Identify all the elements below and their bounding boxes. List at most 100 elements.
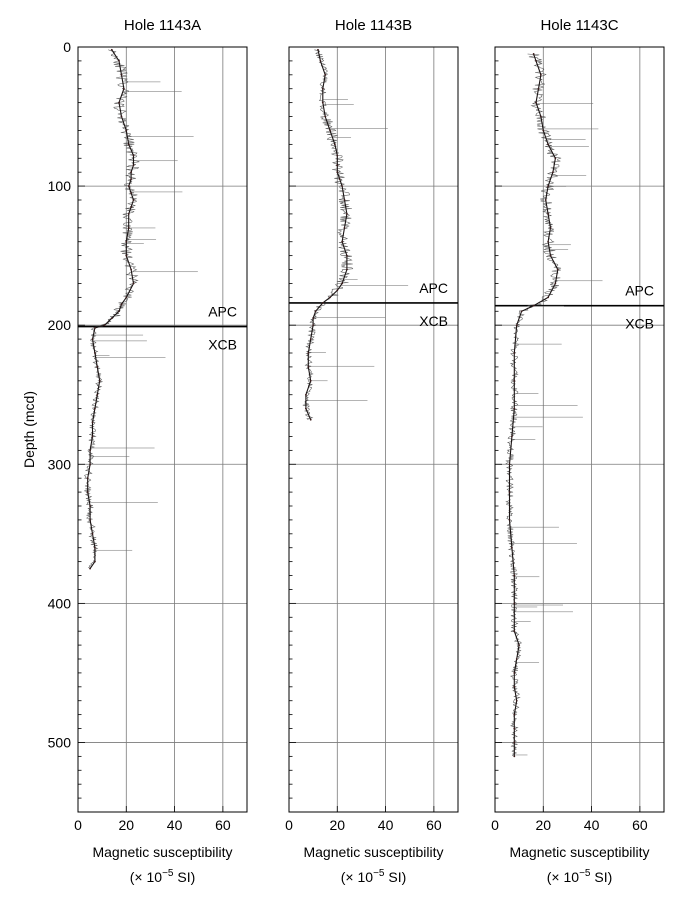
data-point bbox=[544, 199, 547, 201]
boundary-label-xcb: XCB bbox=[625, 316, 654, 332]
data-point bbox=[513, 379, 516, 382]
x-axis-label: Magnetic susceptibility bbox=[92, 844, 232, 860]
data-point bbox=[341, 282, 344, 285]
data-point bbox=[515, 658, 518, 660]
data-point bbox=[513, 727, 516, 730]
data-point bbox=[94, 560, 96, 563]
data-point bbox=[336, 171, 339, 174]
data-point bbox=[89, 449, 91, 452]
panel-2: 0 20 40 60 Hole 1143B Magnetic susceptibility… bbox=[285, 17, 459, 885]
x-tick-label: 60 bbox=[426, 817, 442, 833]
data-point bbox=[110, 48, 113, 51]
raw-trace bbox=[505, 53, 562, 757]
data-point bbox=[125, 129, 128, 132]
x-tick-label: 0 bbox=[285, 817, 293, 833]
data-point bbox=[127, 143, 130, 146]
y-axis-label: Depth (mcd) bbox=[21, 391, 37, 468]
data-point bbox=[508, 491, 511, 493]
x-tick-label: 60 bbox=[632, 817, 648, 833]
panel-title: Hole 1143B bbox=[335, 17, 412, 34]
data-point bbox=[554, 282, 557, 285]
data-point bbox=[89, 505, 91, 507]
x-tick-label: 60 bbox=[215, 817, 231, 833]
data-point bbox=[324, 115, 327, 118]
data-point bbox=[120, 73, 123, 76]
plot-frame bbox=[288, 46, 459, 813]
boundary-label-xcb: XCB bbox=[208, 337, 237, 353]
data-point bbox=[346, 268, 348, 271]
panel-title: Hole 1143C bbox=[540, 17, 618, 34]
data-point bbox=[547, 240, 550, 243]
x-tick-label: 0 bbox=[74, 817, 82, 833]
data-point bbox=[549, 226, 552, 229]
data-point bbox=[98, 379, 101, 382]
data-point bbox=[338, 178, 341, 181]
series-line bbox=[87, 49, 135, 569]
x-tick-label: 20 bbox=[329, 817, 345, 833]
data-point bbox=[103, 324, 106, 327]
data-point bbox=[329, 129, 331, 132]
data-point bbox=[520, 310, 523, 313]
data-point bbox=[343, 226, 346, 229]
panel-title: Hole 1143A bbox=[124, 17, 201, 34]
raw-trace bbox=[302, 49, 354, 421]
series-line bbox=[508, 53, 559, 757]
x-axis-label: Magnetic susceptibility bbox=[303, 844, 443, 860]
data-point bbox=[324, 73, 327, 76]
y-tick-label: 100 bbox=[48, 178, 72, 194]
data-point bbox=[132, 164, 135, 167]
data-point bbox=[539, 115, 542, 118]
data-point bbox=[513, 602, 516, 605]
data-point bbox=[518, 644, 521, 646]
data-point bbox=[346, 254, 348, 257]
data-point bbox=[319, 60, 322, 62]
panel-1: 0 20 40 60 0 100 200 300 400 500 Depth (mcd) Hole 1… bbox=[21, 17, 248, 885]
data-point bbox=[511, 546, 513, 549]
data-point bbox=[120, 115, 123, 118]
data-point bbox=[110, 317, 113, 320]
raw-trace bbox=[84, 49, 140, 569]
data-point bbox=[312, 324, 315, 327]
data-point bbox=[86, 477, 89, 480]
data-point bbox=[307, 352, 310, 354]
y-tick-label: 400 bbox=[48, 595, 72, 611]
data-point bbox=[513, 407, 516, 410]
plot-frame bbox=[77, 46, 248, 813]
data-point bbox=[515, 699, 518, 702]
data-point bbox=[130, 178, 133, 181]
data-point bbox=[307, 366, 310, 368]
x-tick-label: 20 bbox=[535, 817, 551, 833]
data-point bbox=[511, 435, 513, 438]
boundary-label-xcb: XCB bbox=[419, 313, 448, 329]
data-point bbox=[554, 157, 557, 160]
data-point bbox=[547, 213, 550, 215]
data-point bbox=[132, 282, 135, 285]
data-point bbox=[508, 463, 511, 466]
data-point bbox=[130, 192, 133, 194]
data-point bbox=[346, 213, 348, 215]
data-point bbox=[309, 418, 312, 421]
x-axis-label: Magnetic susceptibility bbox=[509, 844, 649, 860]
data-point bbox=[317, 48, 319, 51]
data-point bbox=[552, 171, 554, 174]
data-point bbox=[336, 164, 339, 167]
data-point bbox=[86, 491, 89, 493]
data-point bbox=[314, 310, 317, 313]
data-point bbox=[89, 567, 91, 570]
data-point bbox=[542, 129, 545, 132]
data-point bbox=[127, 226, 130, 229]
data-point bbox=[556, 268, 559, 271]
data-point bbox=[513, 630, 516, 633]
data-point bbox=[305, 407, 307, 410]
data-point bbox=[91, 421, 94, 424]
data-point bbox=[336, 289, 339, 292]
data-point bbox=[312, 317, 315, 320]
data-point bbox=[532, 53, 535, 55]
data-point bbox=[96, 366, 99, 368]
data-point bbox=[321, 101, 324, 104]
data-point bbox=[535, 101, 537, 104]
data-point bbox=[127, 213, 130, 215]
data-point bbox=[120, 303, 123, 306]
data-point bbox=[513, 741, 516, 744]
